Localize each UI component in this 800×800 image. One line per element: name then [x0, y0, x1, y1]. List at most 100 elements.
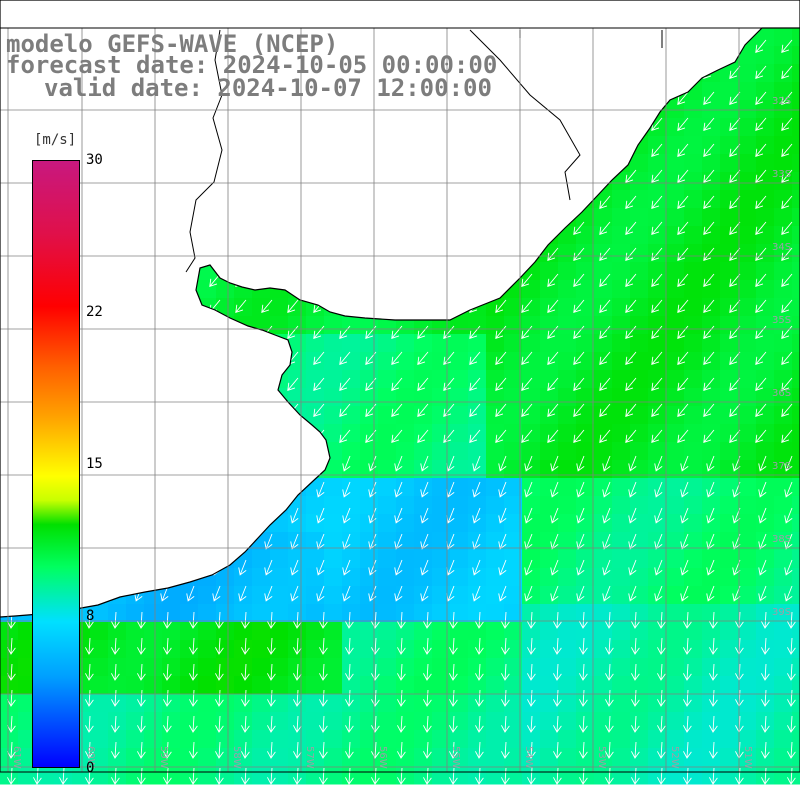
wind-arrow	[449, 715, 458, 733]
field-cell	[738, 244, 757, 263]
field-cell	[612, 316, 631, 335]
field-cell	[576, 712, 595, 731]
field-cell	[450, 694, 469, 713]
wind-arrow	[472, 533, 481, 550]
field-cell	[270, 658, 289, 677]
wind-arrow	[729, 65, 741, 79]
wind-arrow	[784, 455, 793, 472]
field-cell	[756, 676, 775, 695]
field-cell	[414, 532, 433, 551]
field-cell	[594, 460, 613, 479]
wind-arrow	[547, 377, 559, 391]
field-cell	[720, 226, 739, 245]
field-cell	[792, 244, 800, 263]
wind-arrow	[781, 143, 793, 157]
field-cell	[270, 766, 289, 785]
field-cell	[270, 568, 289, 587]
field-cell	[432, 406, 451, 425]
field-cell	[468, 406, 487, 425]
wind-arrow	[628, 533, 637, 550]
wind-arrow	[755, 429, 767, 443]
field-cell	[738, 658, 757, 677]
field-cell	[450, 586, 469, 605]
field-cell	[684, 586, 703, 605]
field-cell	[558, 766, 577, 785]
field-cell	[756, 244, 775, 263]
wind-arrow	[573, 247, 585, 261]
field-cell	[72, 766, 91, 785]
field-cell	[360, 622, 379, 641]
field-cell	[720, 730, 739, 749]
wind-arrow	[475, 767, 484, 785]
field-cell	[558, 640, 577, 659]
wind-arrow	[784, 481, 793, 498]
wind-arrow	[394, 455, 403, 472]
field-cell	[504, 550, 523, 569]
wind-arrow	[576, 455, 585, 472]
field-cell	[630, 478, 649, 497]
field-cell	[702, 208, 721, 227]
field-cell	[594, 226, 613, 245]
field-cell	[486, 334, 505, 353]
field-cell	[630, 406, 649, 425]
field-cell	[342, 604, 361, 623]
field-cell	[612, 640, 631, 659]
field-cell	[432, 442, 451, 461]
field-cell	[738, 766, 757, 785]
forecast-date: forecast date: 2024-10-05 00:00:00	[6, 51, 498, 79]
colorbar-tick-0: 0	[86, 760, 95, 776]
field-cell	[468, 496, 487, 515]
field-cell	[666, 550, 685, 569]
field-cell	[342, 532, 361, 551]
field-cell	[378, 424, 397, 443]
wind-arrow	[784, 507, 793, 524]
longitude-label: 56W	[377, 746, 388, 769]
wind-arrow	[394, 481, 403, 498]
field-cell	[792, 676, 800, 695]
wind-arrow	[677, 169, 689, 183]
wind-arrow	[7, 715, 16, 733]
wind-arrow	[602, 507, 611, 524]
field-cell	[378, 460, 397, 479]
wind-arrow	[527, 741, 536, 759]
wind-arrow	[417, 377, 429, 391]
field-cell	[216, 280, 235, 299]
wind-arrow	[706, 507, 715, 524]
wind-arrow	[501, 741, 510, 759]
field-cell	[432, 550, 451, 569]
field-cell	[738, 352, 757, 371]
field-cell	[684, 244, 703, 263]
field-cell	[234, 586, 253, 605]
field-cell	[270, 748, 289, 767]
wind-arrow	[163, 689, 172, 707]
field-cell	[396, 766, 415, 785]
wind-arrow	[293, 767, 302, 785]
field-cell	[720, 100, 739, 119]
field-cell	[306, 676, 325, 695]
wind-arrow	[163, 637, 172, 655]
wind-arrow	[498, 481, 507, 498]
field-cell	[576, 730, 595, 749]
field-cell	[540, 640, 559, 659]
field-cell	[756, 82, 775, 101]
wind-arrow	[189, 715, 198, 733]
field-cell	[486, 586, 505, 605]
wind-arrow	[449, 637, 458, 655]
wind-arrow	[371, 715, 380, 733]
field-cell	[792, 730, 800, 749]
wind-arrow	[625, 221, 637, 235]
wind-arrow	[345, 741, 354, 759]
wind-arrow	[706, 533, 715, 550]
field-cell	[648, 766, 667, 785]
wind-arrow	[755, 117, 767, 131]
field-cell	[684, 190, 703, 209]
wind-arrow	[241, 715, 250, 733]
field-cell	[306, 370, 325, 389]
wind-arrow	[573, 221, 585, 235]
field-cell	[378, 658, 397, 677]
wind-arrow	[605, 689, 614, 707]
field-cell	[540, 280, 559, 299]
field-cell	[720, 514, 739, 533]
wind-arrow	[605, 715, 614, 733]
wind-arrow	[787, 689, 796, 707]
